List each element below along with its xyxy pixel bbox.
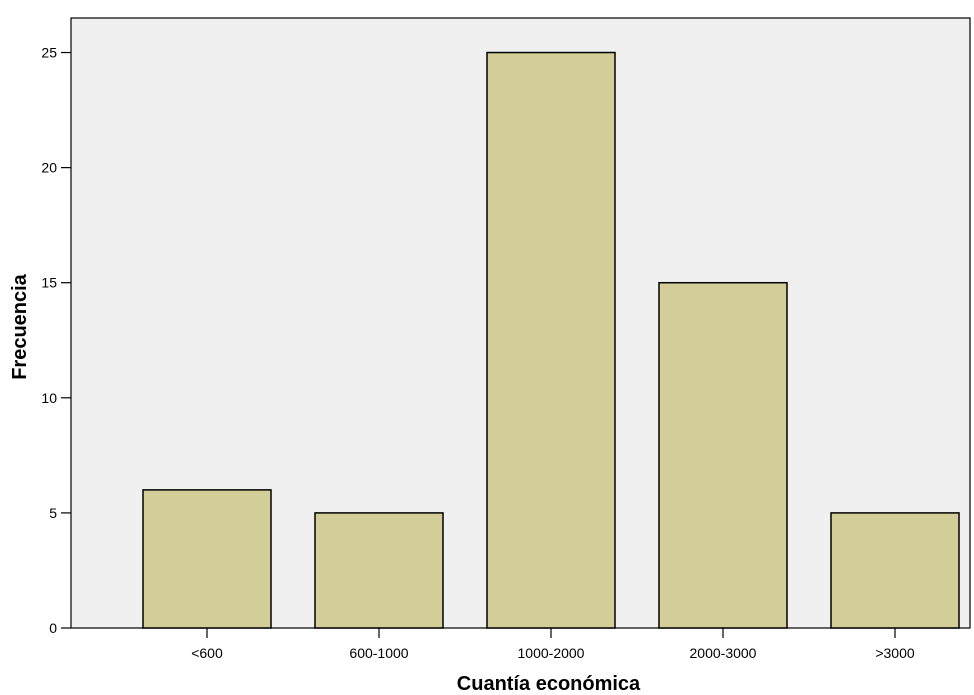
bar-3 [658,281,788,629]
y-tick-label-0: 0 [49,620,57,636]
y-axis: 0 5 10 15 20 25 [41,45,71,636]
x-tick-label-0: <600 [191,645,223,661]
x-axis-title: Cuantía económica [457,673,641,695]
x-tick-label-4: >3000 [875,645,915,661]
y-tick-label-4: 20 [41,160,57,176]
bar-1 [314,512,444,629]
y-tick-label-5: 25 [41,45,57,61]
y-tick-label-1: 5 [49,505,57,521]
x-tick-label-3: 2000-3000 [690,645,757,661]
x-tick-label-2: 1000-2000 [518,645,585,661]
bar-4 [830,512,960,629]
bar-group [142,51,960,629]
y-axis-title: Frecuencia [9,273,31,379]
x-tick-label-1: 600-1000 [349,645,408,661]
y-tick-label-3: 15 [41,275,57,291]
x-axis: <600 600-1000 1000-2000 2000-3000 >3000 [191,628,915,661]
bar-2 [486,51,616,629]
y-tick-label-2: 10 [41,390,57,406]
bar-0 [142,489,272,629]
